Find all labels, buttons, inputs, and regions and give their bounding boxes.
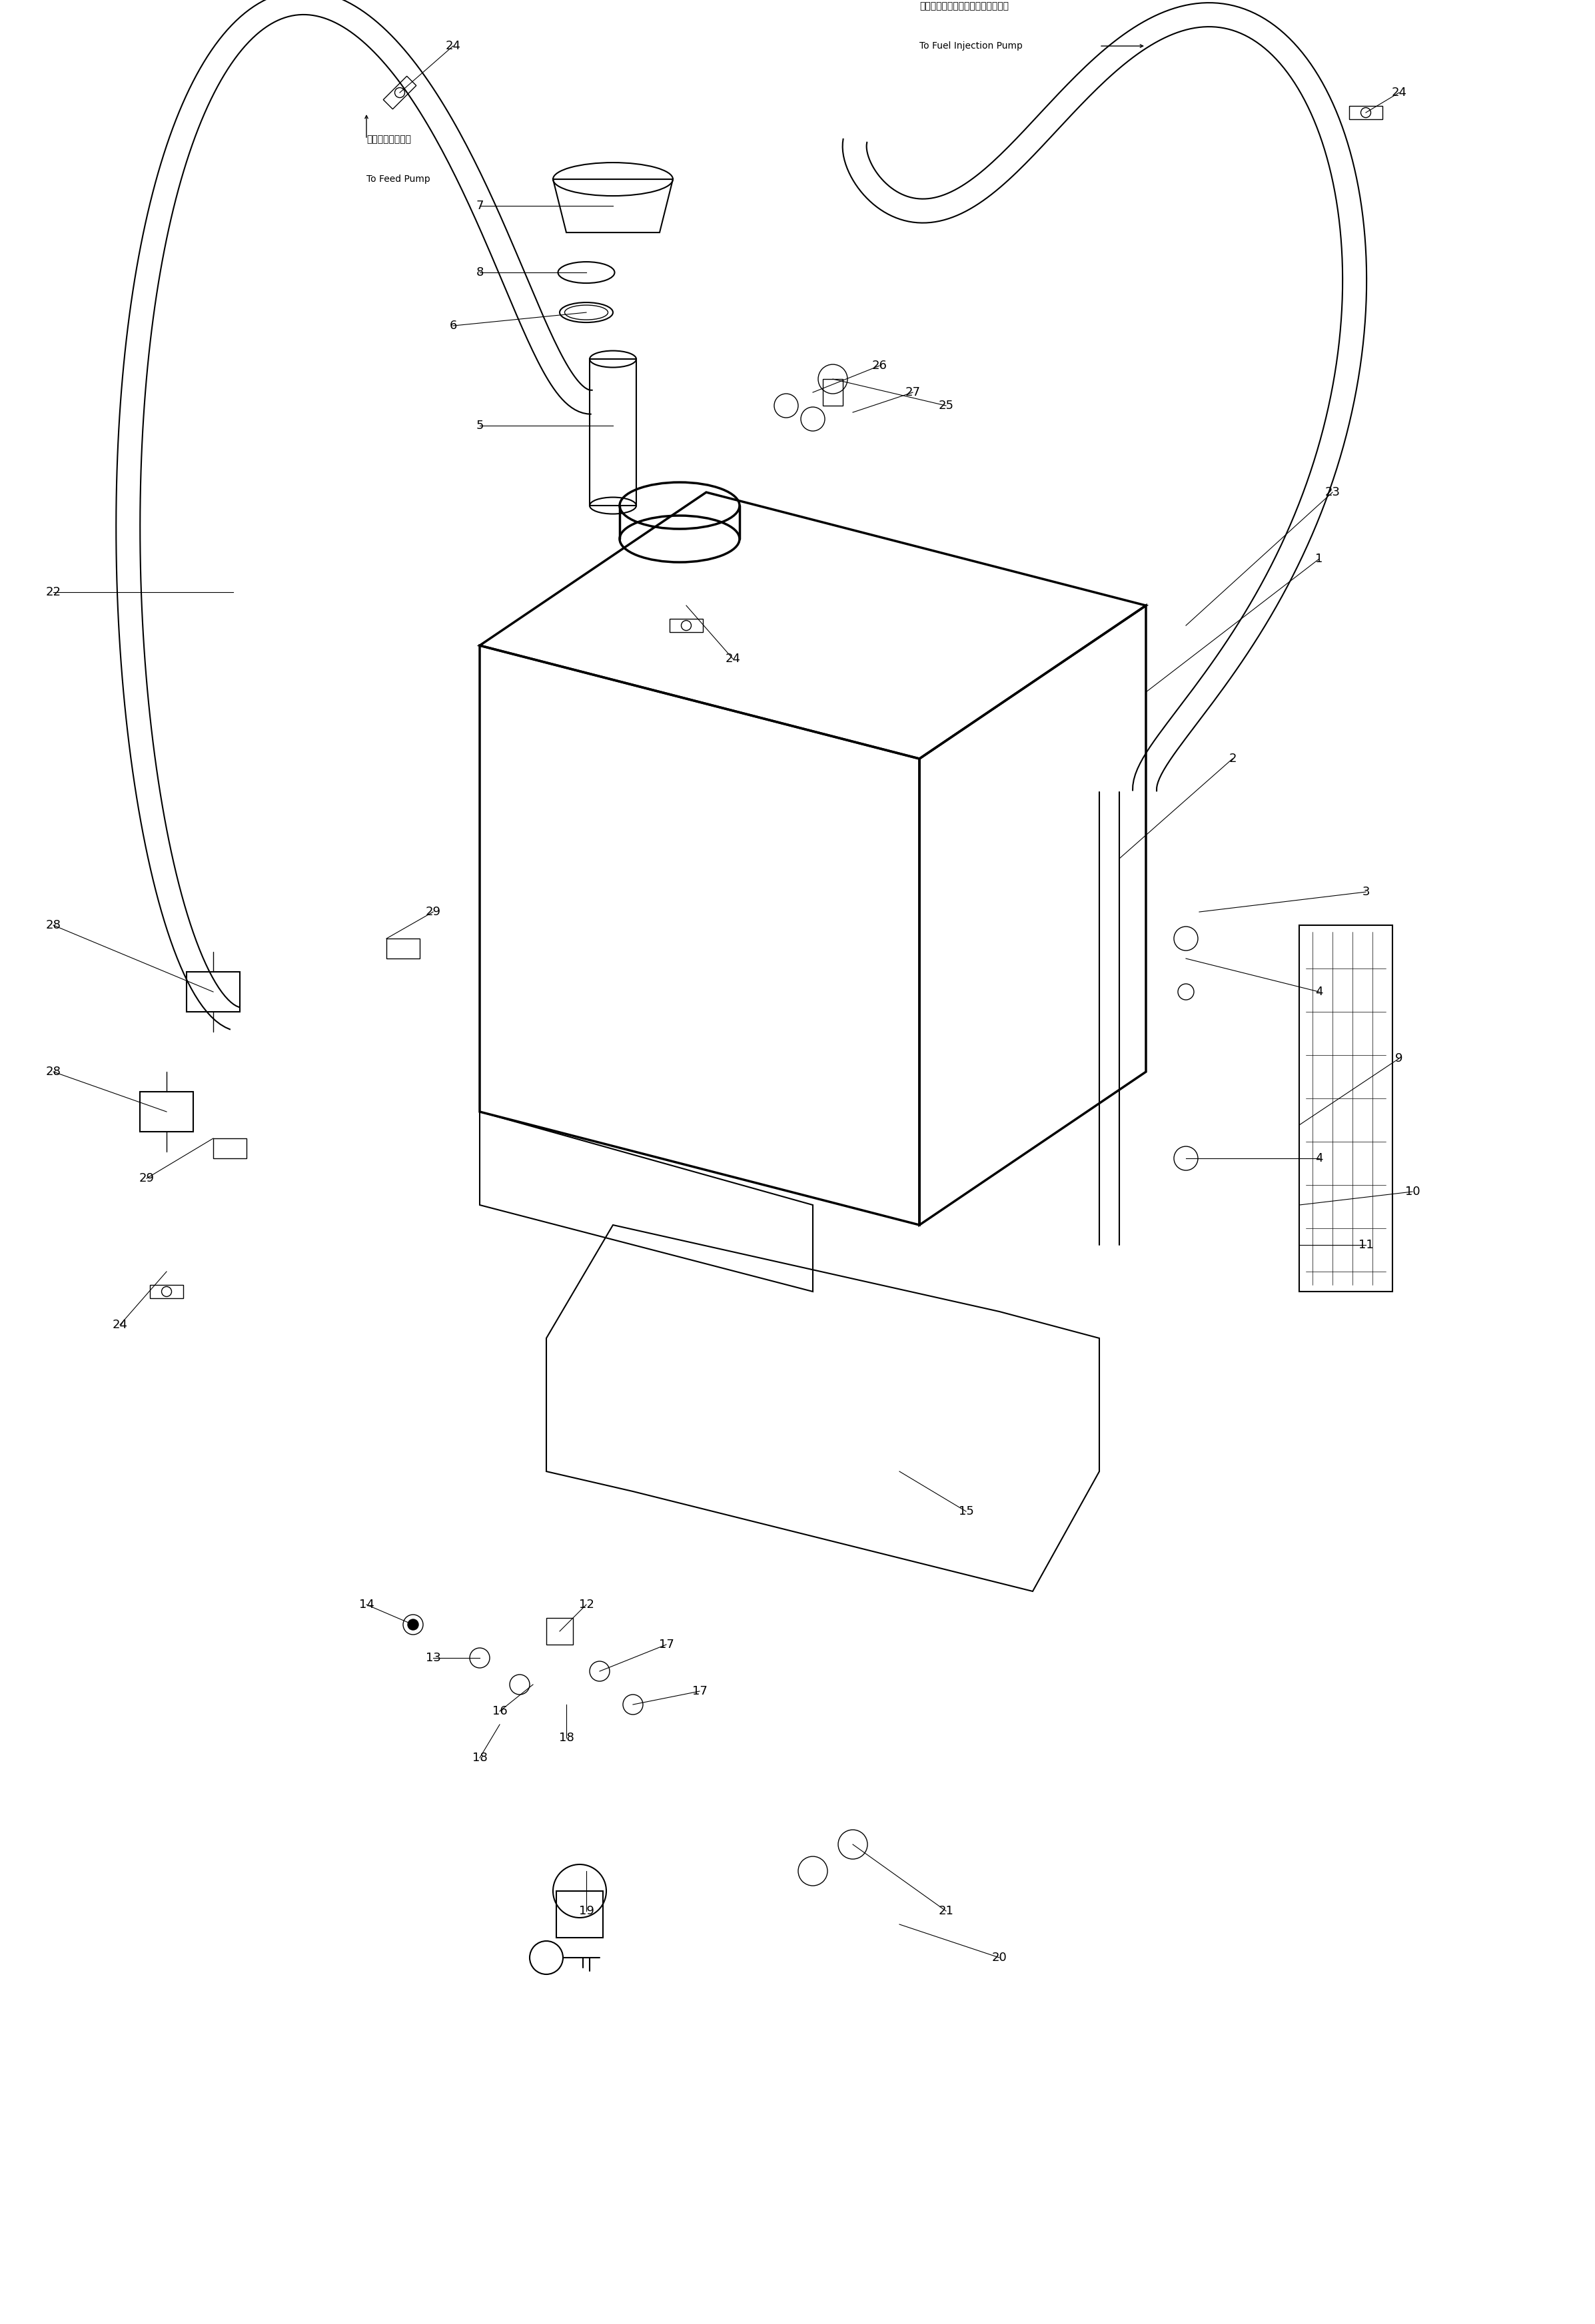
Bar bbox=[140, 1092, 193, 1132]
Text: 28: 28 bbox=[46, 1067, 61, 1078]
Text: 8: 8 bbox=[475, 267, 483, 279]
Text: 27: 27 bbox=[904, 386, 920, 397]
Text: 17: 17 bbox=[659, 1638, 673, 1650]
Text: 25: 25 bbox=[938, 400, 954, 411]
Text: 2: 2 bbox=[1228, 753, 1236, 765]
Bar bbox=[590, 360, 636, 507]
Text: 11: 11 bbox=[1359, 1239, 1373, 1250]
Text: 24: 24 bbox=[1391, 86, 1407, 98]
Text: 6: 6 bbox=[450, 321, 456, 332]
Text: 16: 16 bbox=[493, 1706, 507, 1717]
Text: 20: 20 bbox=[992, 1952, 1006, 1964]
Bar bbox=[823, 379, 842, 407]
Text: 24: 24 bbox=[445, 40, 461, 51]
Text: 28: 28 bbox=[46, 920, 61, 932]
Text: 22: 22 bbox=[46, 586, 61, 597]
Text: 29: 29 bbox=[139, 1171, 155, 1185]
Text: 4: 4 bbox=[1316, 985, 1322, 997]
Text: To Feed Pump: To Feed Pump bbox=[367, 174, 431, 184]
Bar bbox=[386, 939, 419, 957]
Bar bbox=[214, 1139, 247, 1157]
Text: 7: 7 bbox=[475, 200, 483, 211]
Text: 29: 29 bbox=[426, 906, 440, 918]
Text: 19: 19 bbox=[579, 1906, 593, 1917]
Text: 14: 14 bbox=[359, 1599, 375, 1611]
Text: 10: 10 bbox=[1405, 1185, 1420, 1197]
Polygon shape bbox=[150, 1285, 183, 1299]
Text: 1: 1 bbox=[1316, 553, 1322, 565]
Text: 13: 13 bbox=[426, 1652, 440, 1664]
Text: 23: 23 bbox=[1325, 486, 1340, 497]
Text: フィードポンプへ: フィードポンプへ bbox=[367, 135, 412, 144]
Text: フェエルインジェクションポンプへ: フェエルインジェクションポンプへ bbox=[919, 2, 1008, 12]
Text: 12: 12 bbox=[579, 1599, 593, 1611]
Text: 24: 24 bbox=[112, 1320, 128, 1332]
Text: 24: 24 bbox=[726, 653, 740, 665]
Bar bbox=[557, 1892, 603, 1938]
Text: 9: 9 bbox=[1396, 1053, 1404, 1064]
Text: 5: 5 bbox=[475, 421, 483, 432]
Text: 26: 26 bbox=[872, 360, 887, 372]
Text: 3: 3 bbox=[1362, 885, 1370, 897]
Text: 4: 4 bbox=[1316, 1153, 1322, 1164]
Polygon shape bbox=[383, 77, 416, 109]
Text: 17: 17 bbox=[692, 1685, 707, 1697]
Text: 15: 15 bbox=[959, 1506, 973, 1518]
Circle shape bbox=[408, 1620, 418, 1629]
Bar bbox=[547, 1618, 573, 1645]
Polygon shape bbox=[1349, 107, 1383, 119]
Bar bbox=[187, 971, 239, 1011]
Text: To Fuel Injection Pump: To Fuel Injection Pump bbox=[919, 42, 1022, 51]
Text: 18: 18 bbox=[558, 1731, 574, 1743]
Text: 21: 21 bbox=[938, 1906, 954, 1917]
Text: 18: 18 bbox=[472, 1752, 488, 1764]
Polygon shape bbox=[670, 618, 703, 632]
